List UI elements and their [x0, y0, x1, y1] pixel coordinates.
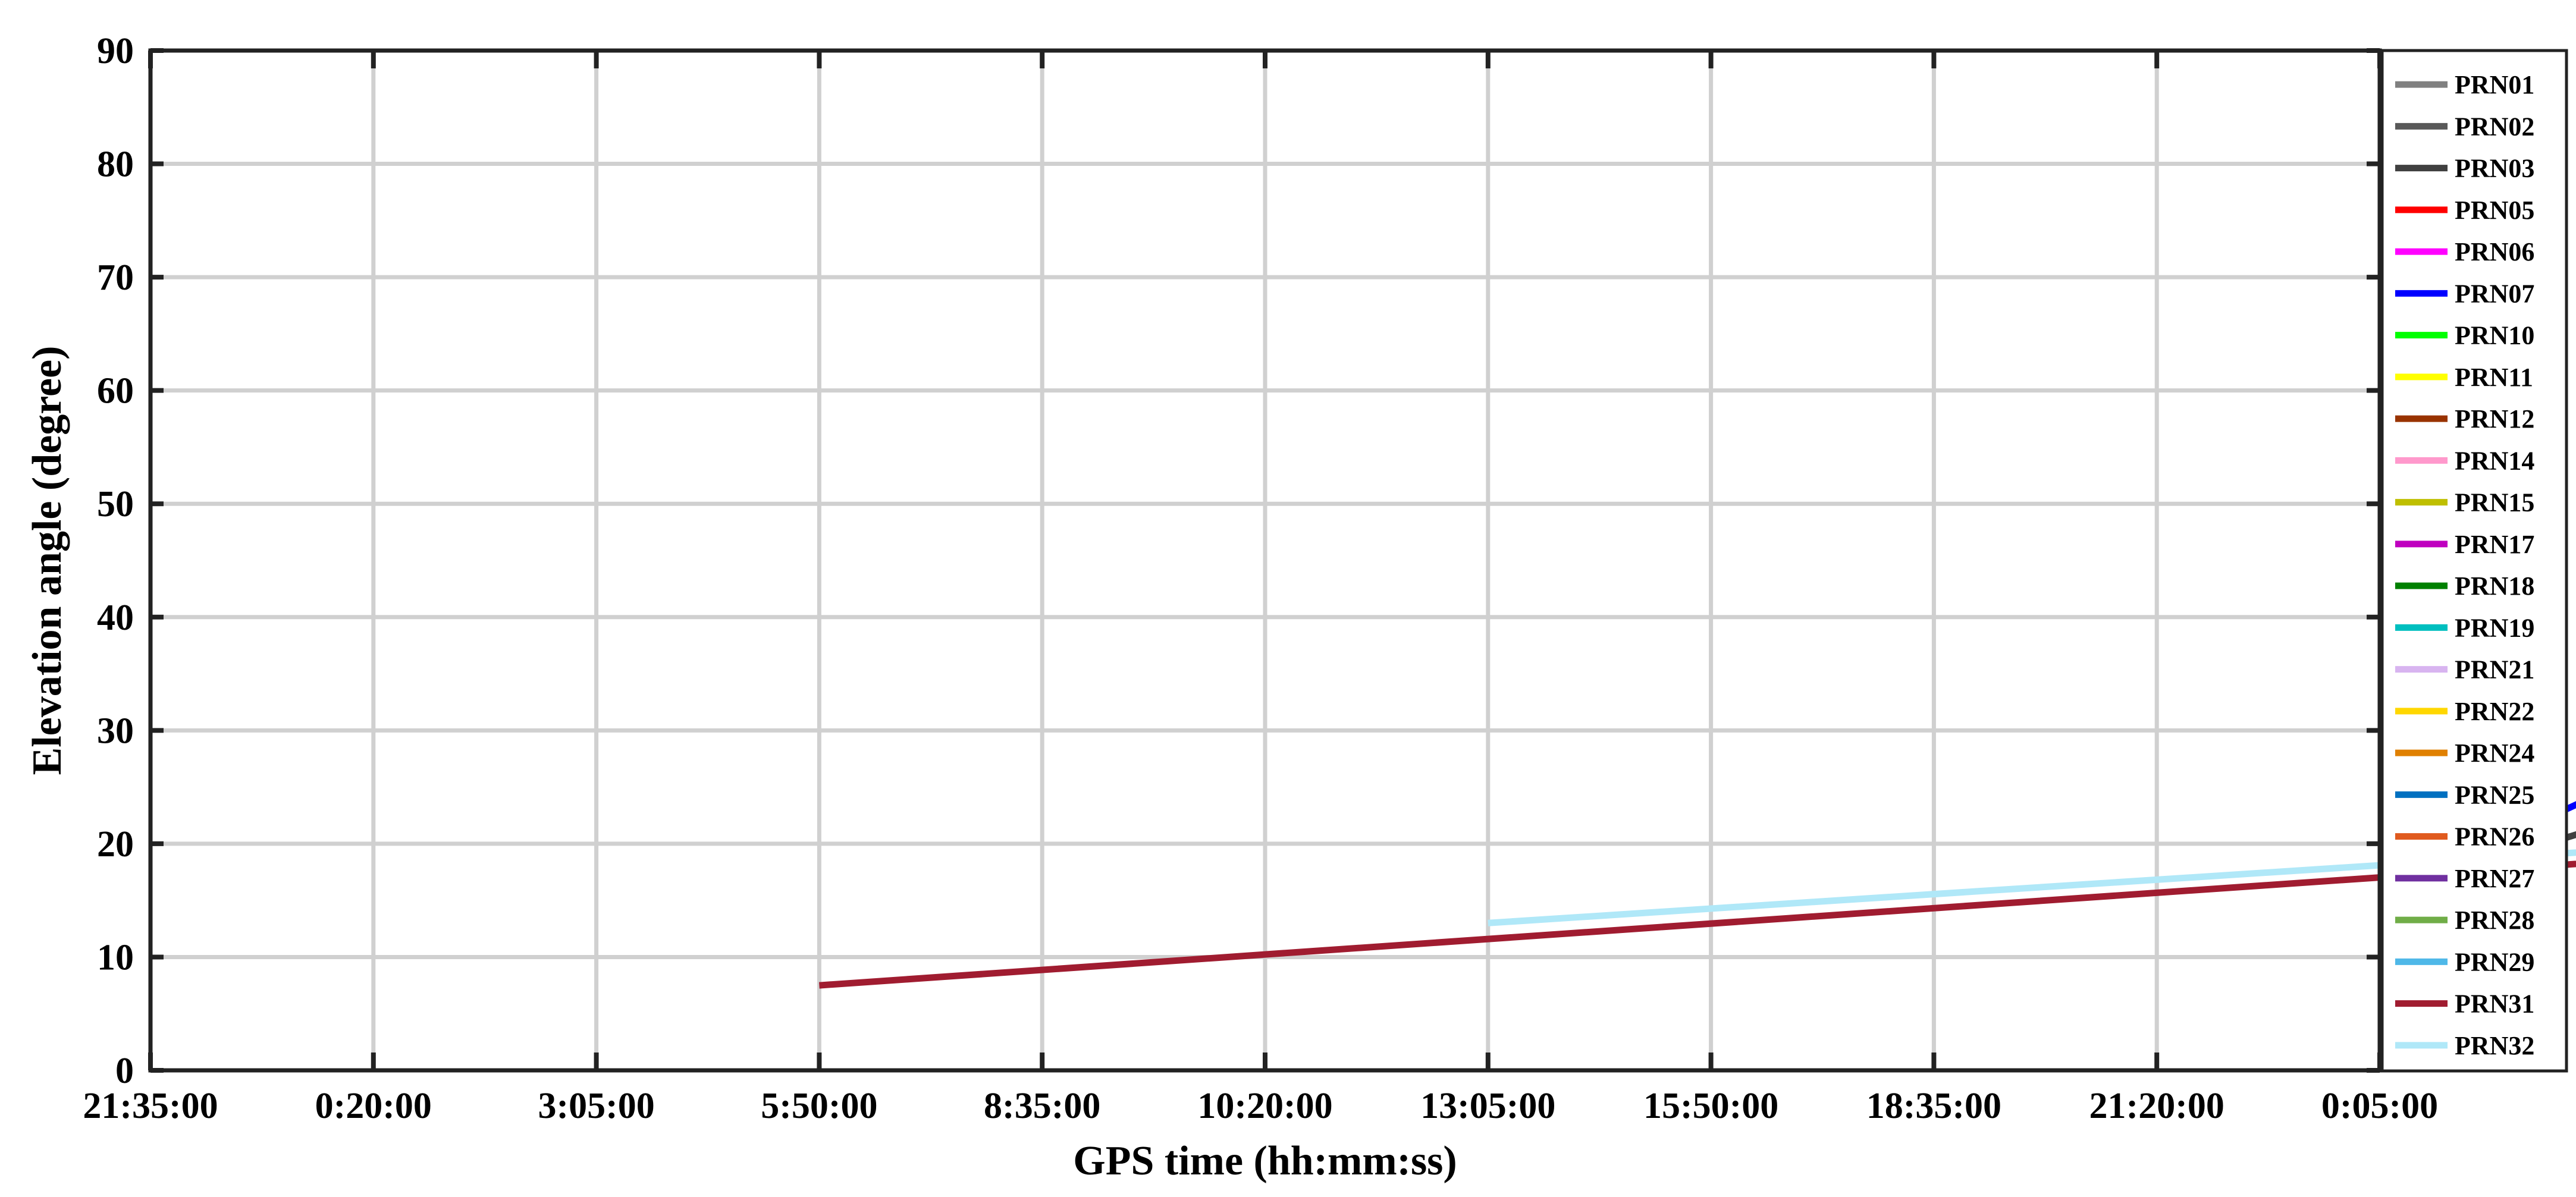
x-tick-label: 21:35:00	[83, 1086, 218, 1126]
y-tick-label: 20	[97, 824, 134, 865]
legend-label: PRN07	[2455, 279, 2534, 308]
legend-label: PRN19	[2455, 613, 2534, 642]
series-line-prn31	[819, 860, 2576, 989]
x-tick-label: 10:20:00	[1197, 1086, 1332, 1126]
y-tick-label: 80	[97, 144, 134, 185]
series-lines	[819, 801, 2576, 989]
legend-label: PRN32	[2455, 1031, 2534, 1060]
legend-label: PRN05	[2455, 196, 2534, 225]
legend-label: PRN11	[2455, 363, 2533, 392]
axes	[148, 48, 2382, 1073]
legend-label: PRN18	[2455, 571, 2534, 601]
legend-label: PRN31	[2455, 989, 2534, 1019]
x-axis-title: GPS time (hh:mm:ss)	[1073, 1138, 1457, 1184]
legend-label: PRN24	[2455, 739, 2534, 768]
legend-label: PRN10	[2455, 321, 2534, 350]
x-tick-label: 15:50:00	[1643, 1086, 1778, 1126]
legend-label: PRN03	[2455, 154, 2534, 183]
y-tick-label: 70	[97, 257, 134, 298]
legend: PRN01 PRN02 PRN03 PRN05 PRN06 PRN07 PRN10 PRN11…	[2380, 49, 2568, 1073]
legend-label: PRN14	[2455, 446, 2534, 475]
legend-label: PRN25	[2455, 780, 2534, 809]
legend-label: PRN22	[2455, 697, 2534, 726]
grid-lines	[150, 51, 2380, 1070]
legend-label: PRN21	[2455, 655, 2534, 684]
y-tick-label: 60	[97, 371, 134, 411]
y-axis-title: Elevation angle (degree)	[24, 346, 70, 775]
legend-label: PRN02	[2455, 112, 2534, 141]
x-tick-label: 0:20:00	[315, 1086, 432, 1126]
legend-label: PRN29	[2455, 947, 2534, 976]
y-tick-label: 30	[97, 711, 134, 751]
legend-label: PRN01	[2455, 70, 2534, 99]
y-tick-label: 0	[115, 1051, 134, 1091]
plot-frame	[148, 48, 2382, 1073]
legend-box	[2380, 49, 2568, 1073]
legend-label: PRN12	[2455, 404, 2534, 433]
legend-label: PRN28	[2455, 906, 2534, 935]
y-tick-label: 90	[97, 31, 134, 71]
x-tick-label: 8:35:00	[984, 1086, 1100, 1126]
x-tick-label: 13:05:00	[1420, 1086, 1555, 1126]
legend-label: PRN15	[2455, 488, 2534, 517]
x-tick-label: 0:05:00	[2321, 1086, 2438, 1126]
y-tick-label: 10	[97, 937, 134, 978]
x-tick-label: 5:50:00	[761, 1086, 877, 1126]
legend-label: PRN17	[2455, 530, 2534, 559]
x-tick-label: 3:05:00	[538, 1086, 654, 1126]
tick-labels: 0 10 20 30 40 50 60 70 80 90 21:35:00 0:20:00 3:05:0…	[83, 31, 2438, 1126]
legend-label: PRN26	[2455, 822, 2534, 852]
legend-label: PRN27	[2455, 864, 2534, 893]
x-tick-label: 21:20:00	[2089, 1086, 2224, 1126]
y-tick-label: 50	[97, 484, 134, 524]
x-tick-label: 18:35:00	[1866, 1086, 2001, 1126]
y-tick-label: 40	[97, 598, 134, 638]
legend-label: PRN06	[2455, 237, 2534, 266]
